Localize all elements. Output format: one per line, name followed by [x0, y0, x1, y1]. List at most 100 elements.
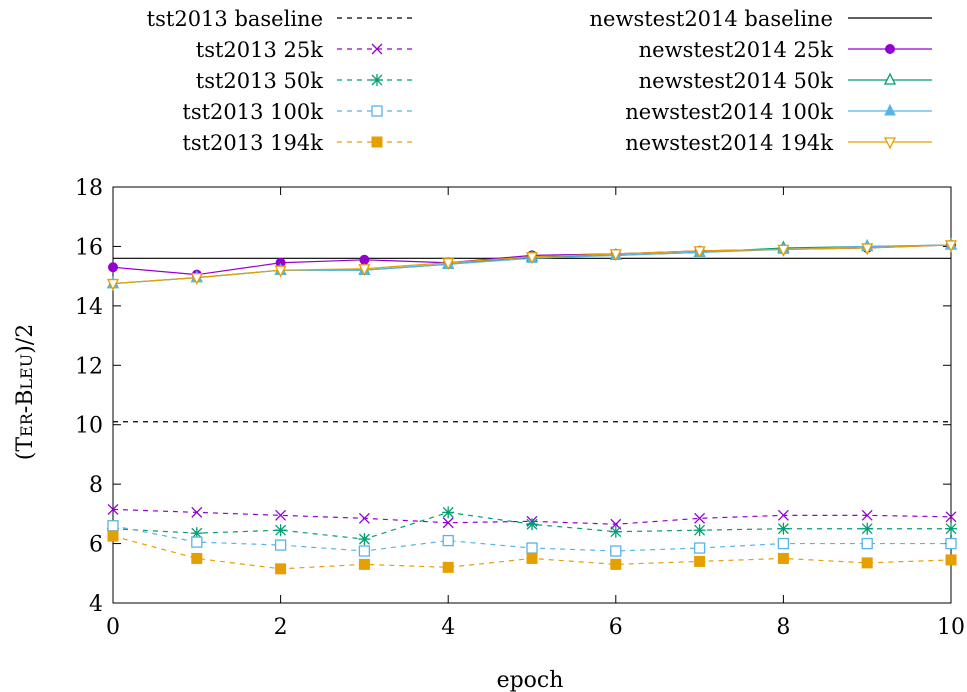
- data-point-x: [358, 512, 370, 524]
- legend-entry: newstest2014 194k: [625, 131, 932, 155]
- legend-label: newstest2014 25k: [639, 38, 834, 62]
- data-point-square-filled: [777, 552, 789, 564]
- data-point-triangle-down-open: [525, 252, 539, 265]
- data-point-star: [358, 533, 371, 546]
- data-point-circle-filled: [108, 262, 118, 273]
- y-axis-label-part: (T: [13, 437, 38, 461]
- data-point-x: [442, 517, 454, 529]
- data-point-x: [275, 509, 287, 521]
- y-axis-label-part: -B: [13, 390, 38, 414]
- y-tick-label: 12: [75, 354, 103, 379]
- data-point-square-open: [777, 537, 790, 550]
- y-tick-label: 10: [75, 414, 103, 439]
- data-point-square-open: [861, 537, 873, 550]
- data-point-x: [371, 43, 383, 55]
- legend-entry: newstest2014 baseline: [590, 7, 932, 31]
- data-point-triangle-open: [883, 72, 897, 85]
- data-point-square-open: [442, 534, 454, 547]
- data-point-square-filled: [191, 552, 203, 564]
- legend-label: newstest2014 50k: [639, 69, 834, 93]
- data-point-triangle-down-open: [106, 278, 120, 292]
- data-point-square-filled: [526, 552, 538, 564]
- legend-label: newstest2014 100k: [625, 100, 833, 124]
- data-point-square-filled: [610, 558, 622, 570]
- y-axis-label: (TER-BLEU)/2: [13, 324, 38, 460]
- series: [107, 503, 957, 530]
- series: [107, 530, 957, 575]
- legend-entry: tst2013 100k: [182, 100, 417, 124]
- data-point-triangle-down-open: [358, 264, 371, 277]
- data-point-star: [526, 518, 538, 531]
- x-tick-label: 2: [274, 615, 288, 640]
- legend-entry: newstest2014 25k: [639, 38, 932, 62]
- data-point-square-open: [371, 105, 383, 117]
- data-point-triangle-down-open: [190, 272, 203, 286]
- data-point-triangle-down-open: [861, 243, 874, 256]
- data-point-star: [777, 522, 790, 535]
- data-point-square-filled: [358, 558, 370, 570]
- data-point-star: [442, 506, 455, 519]
- x-tick-label: 6: [609, 615, 623, 640]
- data-point-circle-filled: [885, 44, 895, 54]
- y-tick-label: 16: [75, 235, 103, 260]
- y-axis-label-part: )/2: [13, 324, 38, 354]
- legend-label: tst2013 25k: [196, 38, 323, 62]
- data-point-square-filled: [107, 530, 119, 542]
- data-point-x: [107, 503, 119, 515]
- data-point-triangle-down-open: [442, 258, 455, 271]
- data-point-square-filled: [275, 563, 287, 575]
- data-point-x: [694, 512, 706, 524]
- data-point-triangle-down-open: [274, 265, 287, 278]
- x-tick-label: 4: [441, 615, 455, 640]
- data-point-square-open: [274, 539, 287, 551]
- y-tick-label: 14: [75, 295, 103, 320]
- series: [106, 240, 958, 292]
- data-point-square-open: [358, 545, 371, 557]
- data-point-star: [371, 74, 383, 86]
- legend-label: tst2013 baseline: [147, 7, 323, 31]
- y-tick-label: 8: [89, 473, 103, 498]
- legend-entry: tst2013 25k: [196, 38, 417, 62]
- data-point-square-filled: [945, 554, 957, 566]
- legend-entry: newstest2014 50k: [639, 69, 932, 93]
- data-point-triangle-down-open: [777, 244, 790, 257]
- data-point-x: [861, 509, 873, 521]
- data-point-star: [274, 524, 287, 537]
- series: [107, 520, 957, 557]
- x-axis-label: epoch: [497, 668, 564, 692]
- legend-entry: newstest2014 100k: [625, 100, 932, 124]
- y-axis-label-part: LEU: [17, 354, 36, 390]
- x-tick-label: 0: [106, 615, 120, 640]
- data-point-triangle-down-open: [693, 246, 706, 259]
- legend-entry: tst2013 50k: [196, 69, 417, 93]
- y-tick-label: 18: [75, 176, 103, 201]
- data-point-triangle-filled: [884, 103, 896, 116]
- data-point-x: [777, 509, 789, 521]
- plot-area: 0 2 4 6 8 10 4 6 8 10 12 14 16 18: [75, 176, 965, 640]
- data-point-square-open: [693, 542, 706, 554]
- data-point-triangle-down-open: [609, 249, 622, 262]
- data-point-triangle-down-open: [883, 137, 897, 150]
- data-point-square-open: [526, 542, 538, 554]
- legend-label: newstest2014 194k: [625, 131, 833, 155]
- legend-label: newstest2014 baseline: [590, 7, 833, 31]
- legend-label: tst2013 100k: [182, 100, 323, 124]
- data-point-star: [945, 522, 957, 535]
- data-point-square-filled: [442, 561, 454, 573]
- y-tick-label: 4: [89, 592, 103, 617]
- plot-frame: [112, 186, 952, 604]
- data-point-square-filled: [861, 557, 873, 569]
- data-point-x: [945, 511, 957, 523]
- data-point-triangle-down-open: [944, 240, 958, 253]
- y-axis-label-part: ER: [17, 412, 36, 437]
- data-point-square-open: [107, 520, 119, 532]
- data-point-square-open: [191, 536, 203, 548]
- x-tick-label: 10: [937, 615, 965, 640]
- legend-label: tst2013 194k: [182, 131, 323, 155]
- data-point-square-filled: [694, 555, 706, 567]
- data-point-square-filled: [371, 136, 383, 148]
- data-point-square-open: [610, 545, 622, 557]
- legend-entry: tst2013 194k: [182, 131, 417, 155]
- data-point-x: [191, 506, 203, 518]
